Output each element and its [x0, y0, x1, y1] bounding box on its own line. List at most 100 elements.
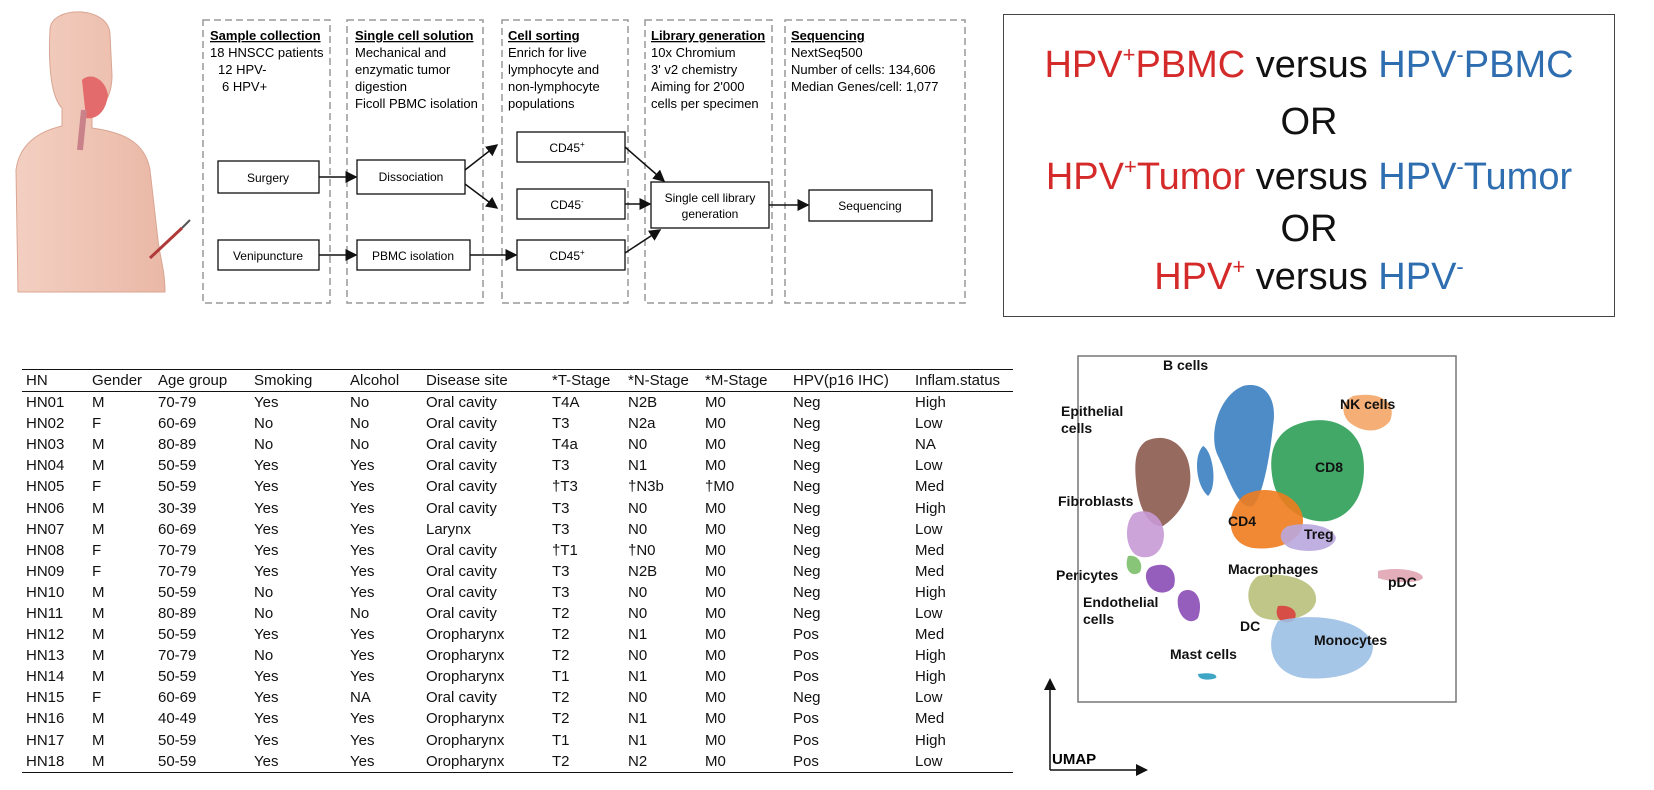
table-cell: HN17 — [26, 731, 65, 749]
stage-line: digestion — [355, 79, 407, 94]
table-cell: N2B — [628, 394, 658, 412]
table-cell: Yes — [350, 562, 375, 580]
pbmc-isolation-label: PBMC isolation — [372, 249, 454, 263]
table-cell: M0 — [705, 668, 726, 686]
table-cell: Neg — [793, 415, 821, 433]
table-cell: M0 — [705, 731, 726, 749]
table-cell: Yes — [350, 583, 375, 601]
stage-line: populations — [508, 96, 575, 111]
stage-line: 18 HNSCC patients — [210, 45, 324, 60]
umap-cluster-label: cells — [1083, 611, 1114, 627]
table-row: HN04 M 50-59 Yes Yes Oral cavity T3 N1 M0 Neg Low — [22, 455, 1013, 476]
comparison-pbmc: HPV+PBMC versus HPV-PBMC — [1044, 42, 1574, 87]
table-cell: Low — [915, 520, 943, 538]
table-cell: Oropharynx — [426, 731, 505, 749]
stage-line: Enrich for live — [508, 45, 587, 60]
table-row: HN11 M 80-89 No No Oral cavity T2 N0 M0 Neg Low — [22, 603, 1013, 624]
table-row: HN07 M 60-69 Yes Yes Larynx T3 N0 M0 Neg Low — [22, 519, 1013, 540]
table-cell: M — [92, 520, 105, 538]
umap-cluster-label: Pericytes — [1056, 567, 1118, 583]
table-cell: Oral cavity — [426, 394, 497, 412]
table-cell: F — [92, 478, 102, 496]
table-cell: F — [92, 562, 102, 580]
table-cell: N0 — [628, 583, 648, 601]
table-cell: NA — [915, 436, 936, 454]
umap-cluster — [1198, 673, 1217, 680]
table-cell: 30-39 — [158, 499, 197, 517]
table-cell: Yes — [254, 520, 279, 538]
table-cell: HN09 — [26, 562, 65, 580]
umap-cluster-label: CD8 — [1315, 459, 1343, 475]
table-cell: Med — [915, 626, 945, 644]
table-cell: Med — [915, 478, 945, 496]
table-row: HN06 M 30-39 Yes Yes Oral cavity T3 N0 M0 Neg High — [22, 497, 1013, 518]
table-cell: F — [92, 415, 102, 433]
table-cell: High — [915, 668, 946, 686]
table-cell: 50-59 — [158, 731, 197, 749]
table-row: HN05 F 50-59 Yes Yes Oral cavity †T3 †N3b †M0 Neg… — [22, 476, 1013, 497]
table-cell: †T3 — [552, 478, 578, 496]
table-cell: T2 — [552, 604, 570, 622]
table-cell: Yes — [250, 750, 346, 773]
column-header: *N-Stage — [624, 369, 701, 392]
table-cell: Pos — [789, 750, 911, 773]
table-cell: M — [92, 394, 105, 412]
stage-single-cell-solution: Single cell solution Mechanical and enzy… — [355, 28, 478, 111]
table-cell: Yes — [254, 394, 279, 412]
table-cell: Yes — [350, 499, 375, 517]
umap-cluster — [1214, 385, 1274, 507]
umap-cluster — [1126, 555, 1142, 575]
table-cell: M — [92, 583, 105, 601]
umap-cluster — [1248, 574, 1317, 621]
stage-line: 3' v2 chemistry — [651, 62, 738, 77]
stage-library-generation: Library generation 10x Chromium 3' v2 ch… — [651, 28, 765, 111]
umap-cluster-label: DC — [1240, 618, 1260, 634]
table-cell: Low — [915, 415, 943, 433]
table-cell: T3 — [552, 457, 570, 475]
library-generation-box — [650, 181, 770, 229]
table-row: HN15 F 60-69 Yes NA Oral cavity T2 N0 M0 Neg Low — [22, 687, 1013, 708]
surgery-box — [217, 160, 320, 194]
table-cell: N0 — [628, 520, 648, 538]
table-cell: †N0 — [628, 541, 656, 559]
table-cell: T3 — [552, 562, 570, 580]
table-cell: HN18 — [22, 750, 88, 773]
table-cell: M — [92, 668, 105, 686]
table-cell: No — [254, 415, 274, 433]
table-cell: 50-59 — [158, 457, 197, 475]
umap-axis-label: UMAP — [1052, 751, 1096, 768]
table-cell: No — [350, 394, 370, 412]
table-cell: T2 — [552, 647, 570, 665]
table-cell: Pos — [793, 668, 819, 686]
table-cell: Yes — [350, 710, 375, 728]
table-cell: HN03 — [26, 436, 65, 454]
table-cell: 50-59 — [158, 626, 197, 644]
table-cell: Med — [915, 710, 945, 728]
cd45-pos-top-label: CD45+ — [549, 140, 585, 155]
stage-sample-collection: Sample collection 18 HNSCC patients 12 H… — [210, 28, 324, 94]
table-cell: T3 — [552, 520, 570, 538]
table-cell: 50-59 — [158, 668, 197, 686]
table-cell: N2B — [628, 562, 658, 580]
table-cell: T3 — [552, 415, 570, 433]
stage-frame-library — [644, 19, 773, 304]
column-header: HN — [22, 369, 88, 392]
table-cell: HN13 — [26, 647, 65, 665]
table-cell: 70-79 — [158, 394, 197, 412]
table-cell: T4a — [552, 436, 578, 454]
table-cell: M0 — [705, 499, 726, 517]
cd45-pos-top-box — [516, 131, 626, 163]
surgery-label: Surgery — [247, 171, 289, 185]
table-cell: †M0 — [705, 478, 735, 496]
table-cell: M0 — [705, 541, 726, 559]
table-row: HN02 F 60-69 No No Oral cavity T3 N2a M0 Neg Low — [22, 413, 1013, 434]
umap-cluster-label: pDC — [1388, 574, 1417, 590]
umap-cluster-label: Fibroblasts — [1058, 493, 1134, 509]
table-cell: T3 — [552, 499, 570, 517]
table-cell: No — [350, 415, 370, 433]
table-cell: M0 — [701, 750, 789, 773]
column-header: HPV(p16 IHC) — [789, 369, 911, 392]
library-label-line1: Single cell library — [665, 191, 756, 205]
table-cell: Yes — [350, 647, 375, 665]
